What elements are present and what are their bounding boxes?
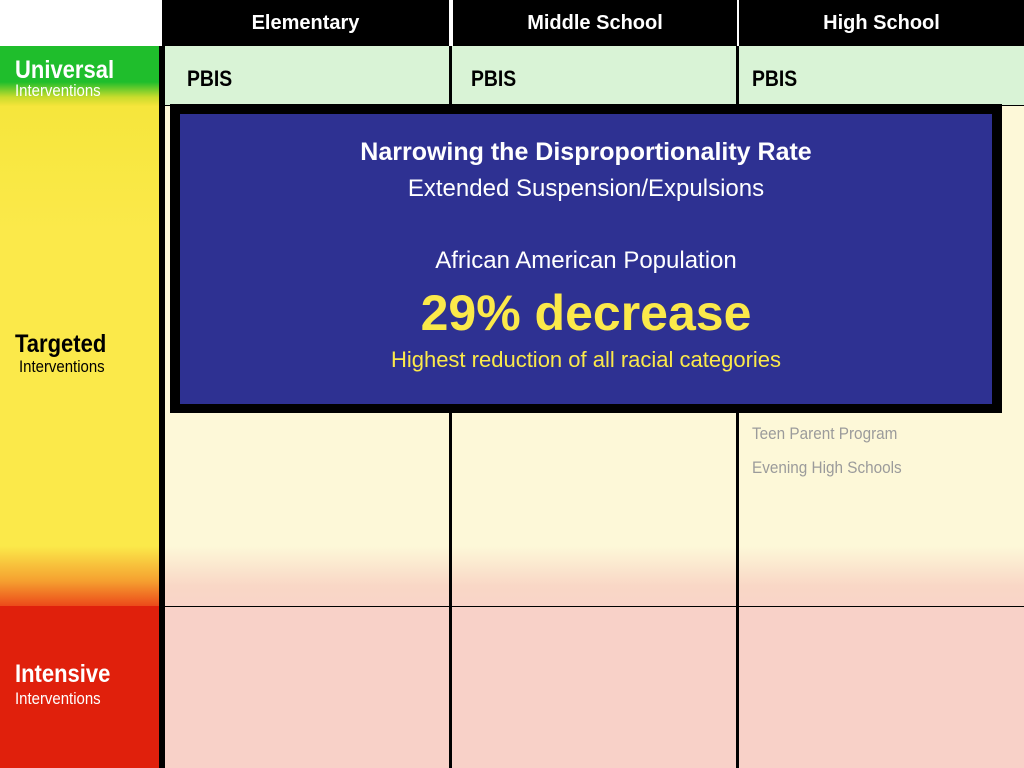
column-header-high-school: High School — [737, 0, 1024, 46]
callout-heading: Narrowing the Disproportionality Rate — [360, 138, 812, 166]
callout-population: African American Population — [435, 247, 737, 274]
tier-intensive: Intensive Interventions — [0, 606, 162, 768]
grid-divider — [162, 46, 165, 768]
cell-universal-elementary: PBIS — [165, 46, 449, 106]
column-header-middle-school: Middle School — [451, 0, 737, 46]
tier-universal-subtitle: Interventions — [15, 81, 101, 100]
tier-targeted-title: Targeted — [15, 330, 107, 358]
cell-universal-middle: PBIS — [452, 46, 736, 106]
tier-targeted-subtitle: Interventions — [19, 357, 105, 376]
cell-intensive-middle — [452, 606, 736, 768]
cell-universal-middle-text: PBIS — [471, 66, 517, 91]
tier-universal-title: Universal — [15, 56, 115, 84]
tier-intensive-title: Intensive — [15, 660, 111, 688]
cell-universal-elementary-text: PBIS — [187, 66, 233, 91]
header-corner — [0, 0, 162, 46]
column-header-elementary: Elementary — [162, 0, 449, 46]
targeted-high-item: Teen Parent Program — [752, 424, 898, 443]
tier-universal: Universal Interventions — [0, 46, 162, 106]
targeted-high-item: Evening High Schools — [752, 458, 902, 477]
cell-universal-high-text: PBIS — [752, 66, 798, 91]
callout-stat: 29% decrease — [420, 285, 752, 341]
callout-box: Narrowing the Disproportionality Rate Ex… — [180, 114, 992, 404]
cell-intensive-elementary — [165, 606, 449, 768]
callout-subheading: Extended Suspension/Expulsions — [407, 175, 765, 202]
callout-note: Highest reduction of all racial categori… — [390, 347, 782, 372]
cell-intensive-high — [739, 606, 1024, 768]
tier-targeted: Targeted Interventions — [0, 106, 162, 606]
tier-intensive-subtitle: Interventions — [15, 689, 101, 708]
cell-universal-high: PBIS — [739, 46, 1024, 106]
